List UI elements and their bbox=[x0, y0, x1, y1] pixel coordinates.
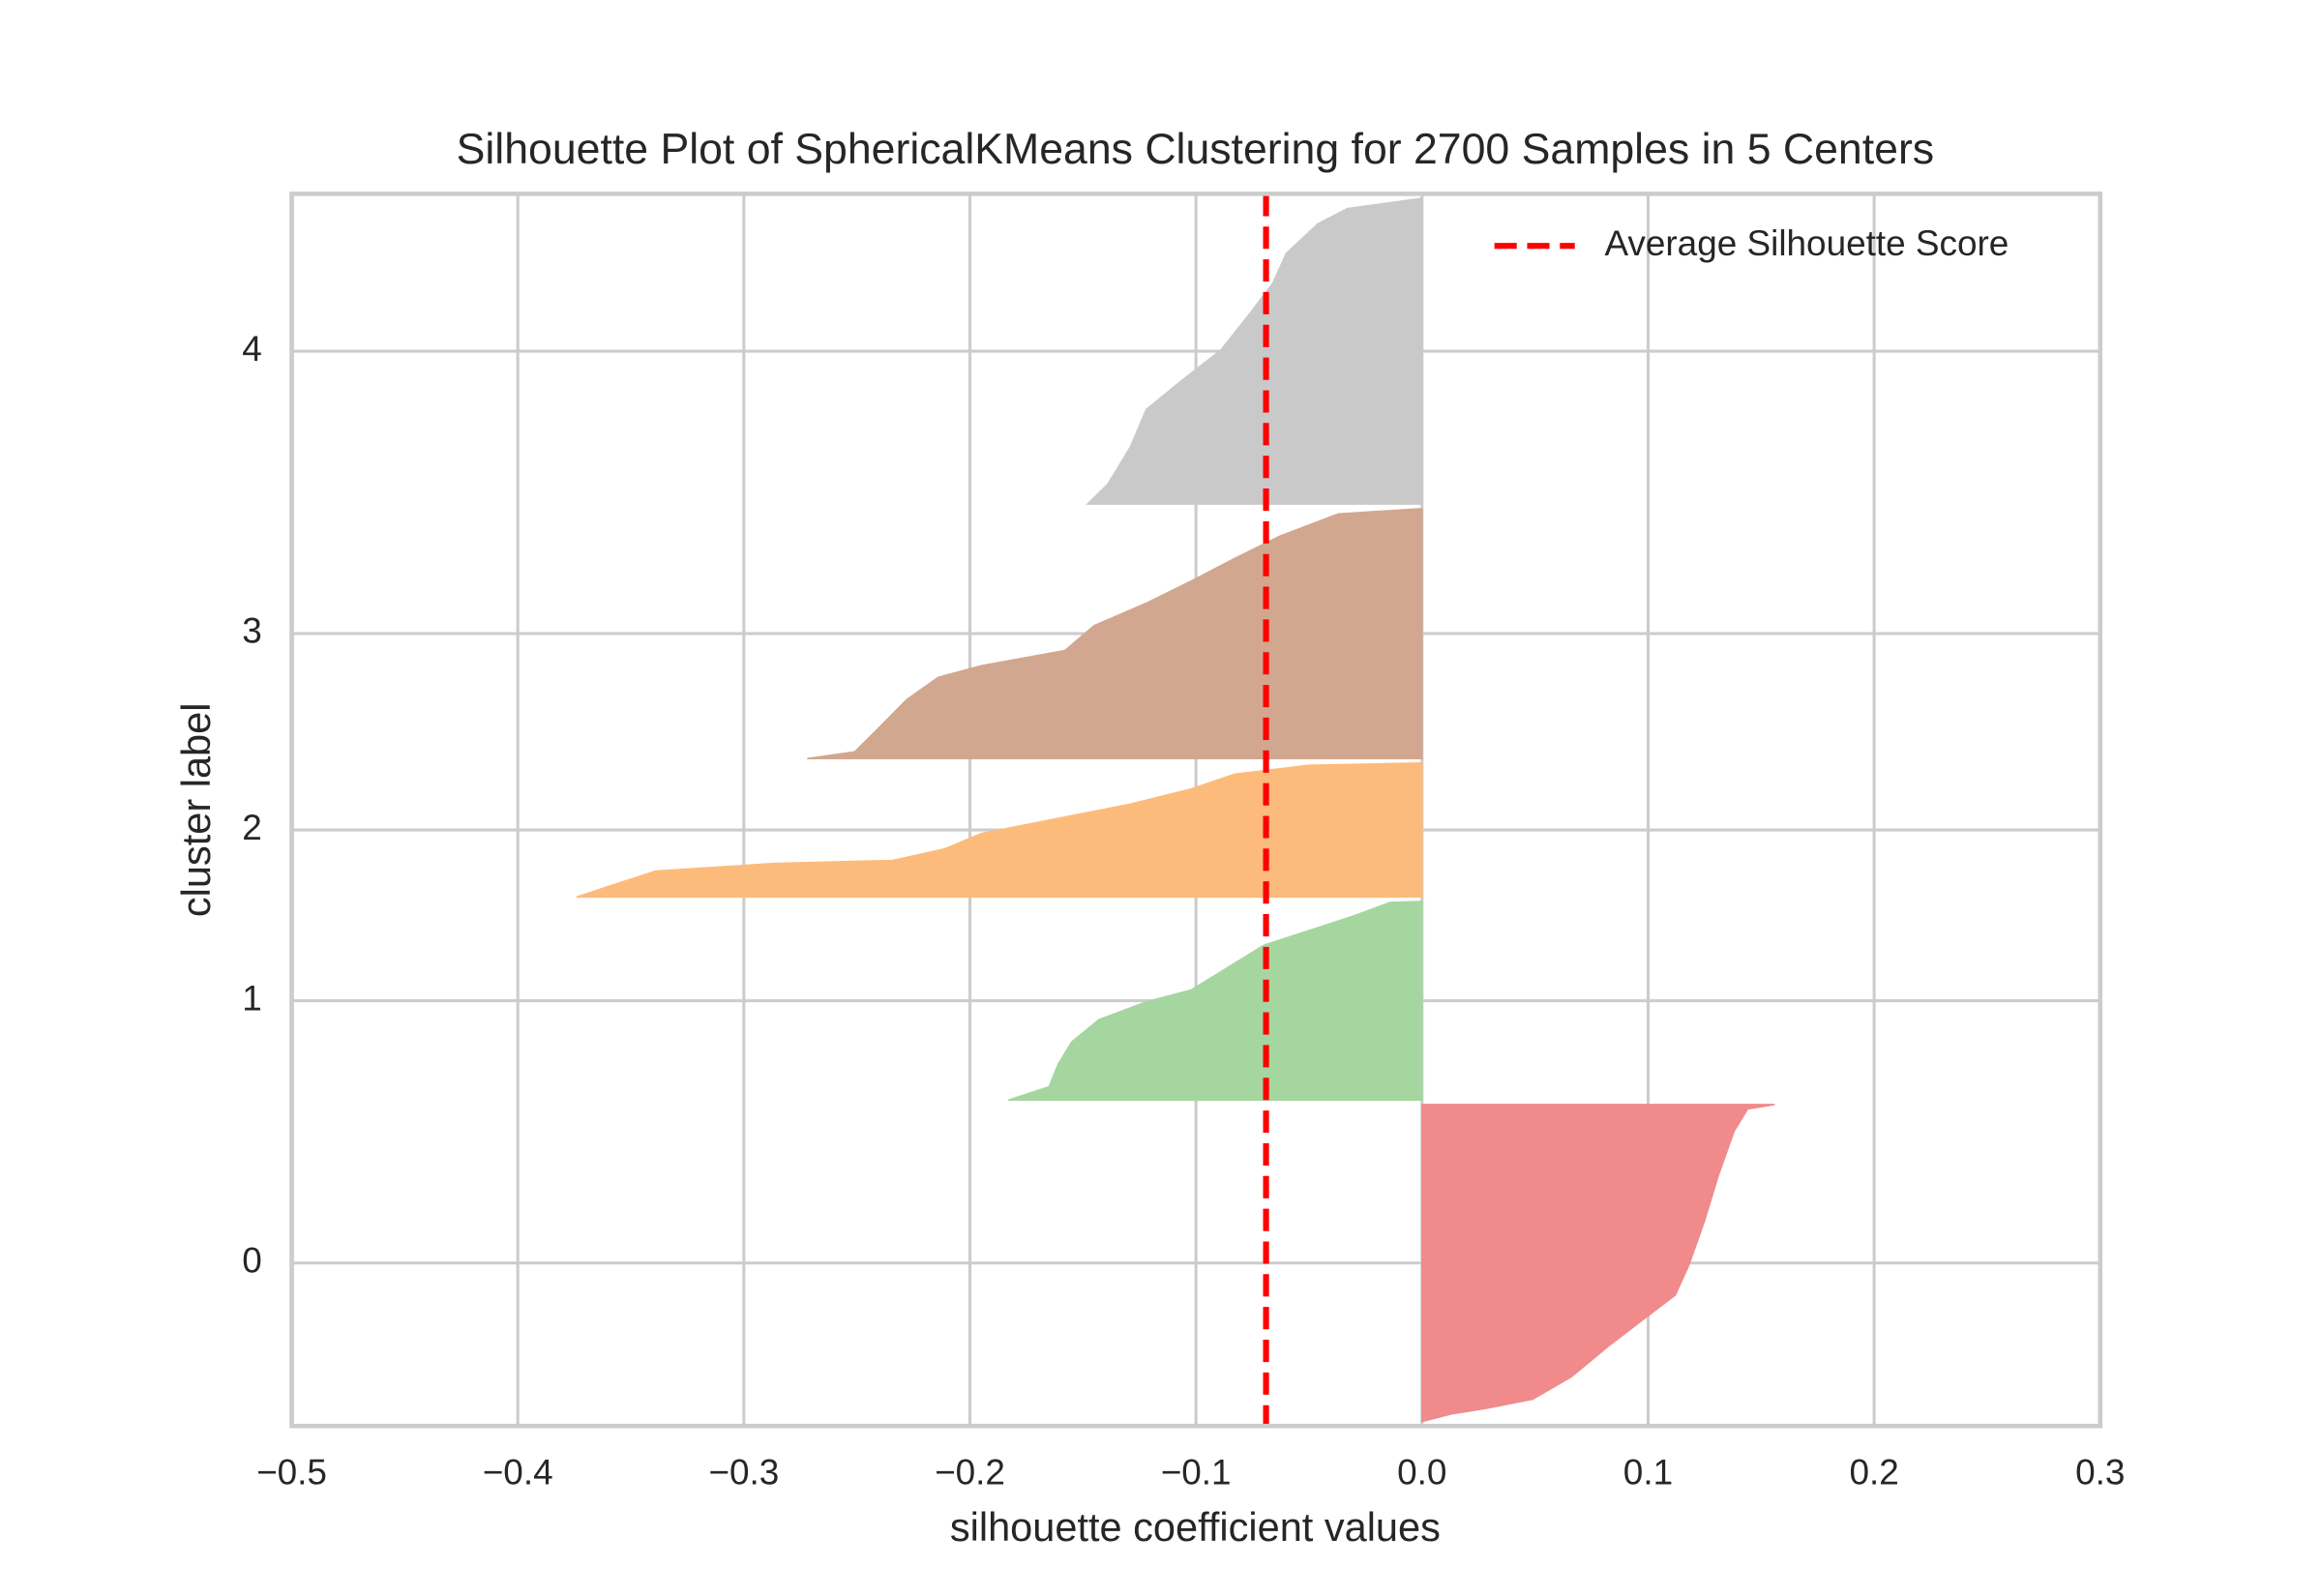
y-tick-label: 1 bbox=[242, 978, 262, 1018]
silhouette-area bbox=[1421, 1104, 1775, 1423]
x-tick-label: −0.5 bbox=[256, 1453, 327, 1493]
x-tick-label: 0.0 bbox=[1397, 1453, 1446, 1493]
x-tick-label: −0.1 bbox=[1161, 1453, 1232, 1493]
y-tick-label: 4 bbox=[242, 329, 262, 369]
y-tick-label: 3 bbox=[242, 611, 262, 651]
chart-title: Silhouette Plot of SphericalKMeans Clust… bbox=[457, 126, 1934, 173]
x-tick-label: −0.4 bbox=[483, 1453, 553, 1493]
x-tick-label: 0.2 bbox=[1849, 1453, 1898, 1493]
x-tick-label: −0.2 bbox=[935, 1453, 1005, 1493]
x-tick-label: 0.3 bbox=[2075, 1453, 2125, 1493]
y-axis-label: cluster label bbox=[173, 703, 219, 918]
plot-frame bbox=[289, 192, 2103, 1429]
legend-label: Average Silhouette Score bbox=[1604, 223, 2009, 263]
x-axis-label: silhouette coefficient values bbox=[950, 1504, 1441, 1550]
silhouette-area bbox=[1007, 901, 1423, 1102]
y-tick-label: 0 bbox=[242, 1241, 262, 1281]
x-tick-label: 0.1 bbox=[1623, 1453, 1673, 1493]
silhouette-area bbox=[1086, 197, 1423, 505]
x-tick-label: −0.3 bbox=[708, 1453, 779, 1493]
y-tick-label: 2 bbox=[242, 808, 262, 847]
silhouette-area bbox=[576, 762, 1423, 899]
